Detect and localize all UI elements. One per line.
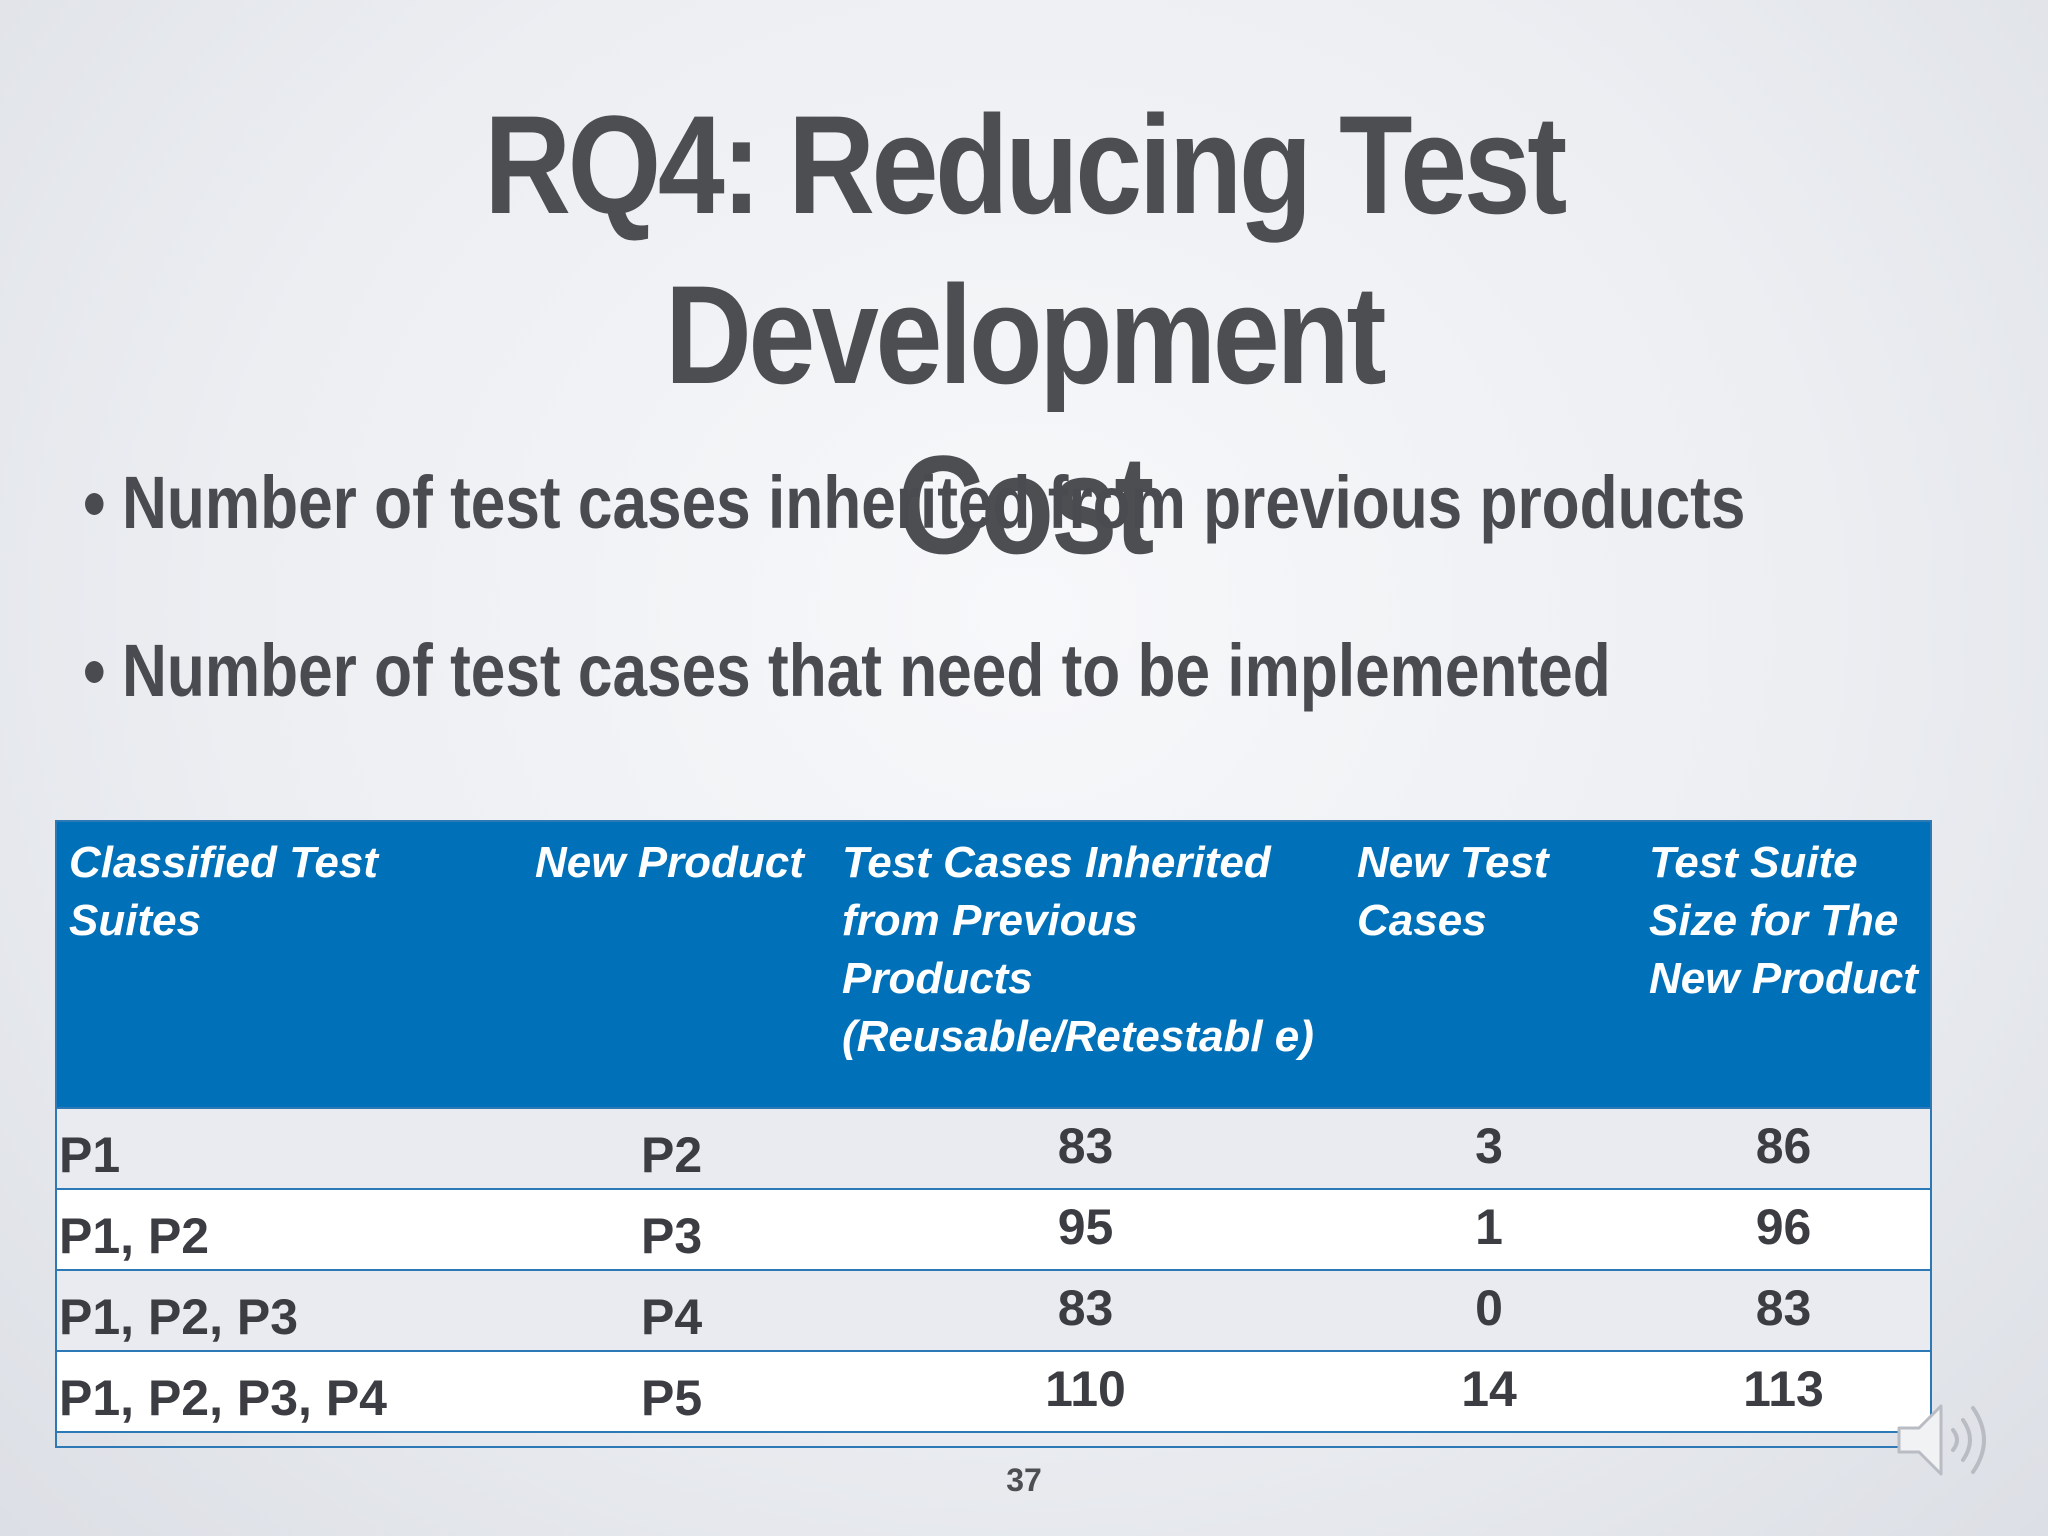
title-line-2: Cost [897, 426, 1154, 583]
cell-product: P3 [521, 1188, 828, 1270]
table-header-row: Classified Test Suites New Product Test … [55, 820, 1932, 1108]
bullet-text: Number of test cases inherited from prev… [122, 461, 1746, 544]
bullet-list: Number of test cases inherited from prev… [80, 455, 1980, 791]
header-classified-test-suites: Classified Test Suites [55, 820, 521, 1108]
header-new-test-cases: New Test Cases [1343, 820, 1635, 1108]
header-inherited-test-cases: Test Cases Inherited from Previous Produ… [828, 820, 1343, 1108]
page-number: 37 [1006, 1462, 1042, 1498]
cell-product: P5 [521, 1350, 828, 1433]
cell-suite-size: 83 [1635, 1269, 1932, 1351]
table-row: P1, P2, P3, P4 P5 110 14 113 [55, 1350, 1932, 1433]
cell-inherited: 83 [828, 1269, 1343, 1351]
cell-suites: P1, P2 [55, 1188, 521, 1270]
cell-product: P4 [521, 1269, 828, 1351]
header-new-product: New Product [521, 820, 828, 1108]
header-test-suite-size: Test Suite Size for The New Product [1635, 820, 1932, 1108]
table-row: P1 P2 83 3 86 [55, 1107, 1932, 1189]
table-row: P1, P2 P3 95 1 96 [55, 1188, 1932, 1270]
test-suite-table: Classified Test Suites New Product Test … [55, 820, 1932, 1433]
cell-new-cases: 0 [1343, 1269, 1635, 1351]
bullet-item: Number of test cases inherited from prev… [80, 455, 1745, 551]
cell-new-cases: 1 [1343, 1188, 1635, 1270]
cell-suite-size: 96 [1635, 1188, 1932, 1270]
cell-suites: P1 [55, 1107, 521, 1189]
table-row: P1, P2, P3 P4 83 0 83 [55, 1269, 1932, 1351]
bullet-text: Number of test cases that need to be imp… [122, 629, 1611, 712]
speaker-icon[interactable] [1893, 1392, 2005, 1488]
slide-title: RQ4: Reducing Test Development Cost [143, 80, 1904, 590]
title-line-1: RQ4: Reducing Test Development [484, 86, 1567, 413]
cell-suites: P1, P2, P3 [55, 1269, 521, 1351]
cell-suite-size: 86 [1635, 1107, 1932, 1189]
cell-inherited: 83 [828, 1107, 1343, 1189]
bullet-item: Number of test cases that need to be imp… [80, 623, 1676, 719]
cell-inherited: 95 [828, 1188, 1343, 1270]
cell-product: P2 [521, 1107, 828, 1189]
cell-new-cases: 3 [1343, 1107, 1635, 1189]
bullet-dot-icon [85, 661, 104, 683]
cell-suite-size: 113 [1635, 1350, 1932, 1433]
bullet-dot-icon [85, 493, 104, 515]
cell-inherited: 110 [828, 1350, 1343, 1433]
cell-new-cases: 14 [1343, 1350, 1635, 1433]
cell-suites: P1, P2, P3, P4 [55, 1350, 521, 1433]
